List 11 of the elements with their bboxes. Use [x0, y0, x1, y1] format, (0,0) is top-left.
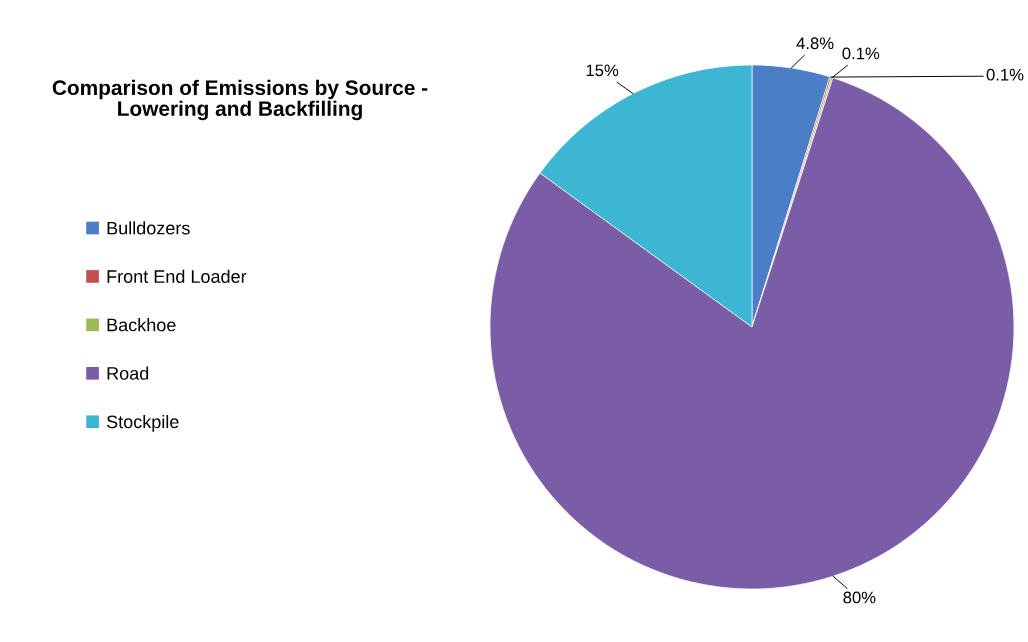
data-label: 4.8% — [796, 37, 834, 50]
legend-label: Front End Loader — [107, 269, 247, 283]
data-label: 0.1% — [986, 68, 1024, 81]
legend-label: Backhoe — [107, 318, 176, 332]
data-label: 0.1% — [842, 47, 880, 60]
legend-label: Road — [107, 366, 149, 380]
text: Comparison of Emissions by Source - Lowering and Backfilling — [52, 79, 428, 121]
legend-label: Bulldozers — [107, 221, 190, 235]
legend-label: Stockpile — [106, 414, 179, 432]
data-label: 15% — [586, 64, 619, 77]
data-label: 80% — [843, 591, 876, 604]
